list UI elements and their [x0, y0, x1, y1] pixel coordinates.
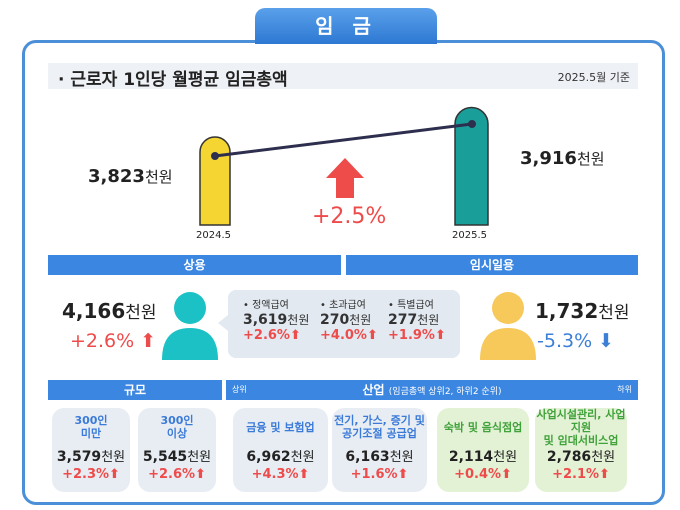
- card-change: +2.6%⬆: [148, 467, 206, 482]
- card-change: +4.3%⬆: [251, 467, 310, 482]
- pillar-2025: [454, 106, 489, 226]
- category-card: 숙박 및 음식점업 2,114천원 +0.4%⬆: [437, 408, 529, 492]
- up-arrow-icon: ⬆: [501, 467, 512, 482]
- industry-bar: 상위 산업 (임금총액 상위2, 하위2 순위) 하위: [226, 380, 638, 400]
- up-arrow-icon: ⬆: [134, 330, 157, 352]
- card-name: 금융 및 보험업: [246, 420, 315, 434]
- temporary-change: -5.3% ⬇: [537, 330, 615, 352]
- card-change: +2.3%⬆: [62, 467, 120, 482]
- temporary-person-icon: [480, 292, 536, 360]
- reference-date: 2025.5월 기준: [557, 71, 630, 84]
- regular-breakdown: [228, 290, 460, 358]
- pillar-2024: [199, 136, 231, 226]
- regular-person-icon: [162, 292, 218, 360]
- card-name: 전기, 가스, 증기 및 공기조절 공급업: [334, 414, 425, 440]
- regular-bar: 상용: [48, 255, 341, 275]
- curr-value: 3,916천원: [520, 148, 605, 169]
- regular-value: 4,166천원: [62, 299, 157, 323]
- up-arrow-icon: ⬆: [298, 467, 310, 482]
- up-arrow-icon: [326, 158, 364, 198]
- curr-label: 2025.5: [452, 230, 487, 241]
- up-arrow-icon: ⬆: [397, 467, 409, 482]
- card-name: 사업시설관리, 사업지원 및 임대서비스업: [536, 407, 626, 447]
- breakdown-overtime: • 초과급여 270천원 +4.0%⬆: [320, 300, 378, 343]
- section-title: · 근로자 1인당 월평균 임금총액: [58, 70, 288, 90]
- section-header: · 근로자 1인당 월평균 임금총액 2025.5월 기준: [48, 63, 638, 90]
- card-change: +1.6%⬆: [350, 467, 409, 482]
- card-value: 6,163천원: [345, 449, 414, 465]
- category-card: 사업시설관리, 사업지원 및 임대서비스업 2,786천원 +2.1%⬆: [535, 408, 627, 492]
- temporary-value: 1,732천원: [535, 299, 630, 323]
- up-arrow-icon: ⬆: [599, 467, 610, 482]
- comparison-graphic: [199, 106, 489, 226]
- regular-change: +2.6% ⬆: [70, 330, 157, 352]
- card-change: +0.4%⬆: [454, 467, 512, 482]
- card-value: 2,114천원: [448, 449, 518, 465]
- title-tab: 임 금: [255, 8, 437, 44]
- breakdown-special: • 특별급여 277천원 +1.9%⬆: [388, 300, 446, 343]
- prev-label: 2024.5: [196, 230, 231, 241]
- prev-value: 3,823천원: [88, 166, 173, 187]
- card-change: +2.1%⬆: [552, 467, 610, 482]
- up-arrow-icon: ⬆: [195, 467, 206, 482]
- card-name: 숙박 및 음식점업: [443, 420, 523, 434]
- total-change: +2.5%: [312, 204, 387, 229]
- card-name: 300인 미만: [74, 414, 108, 440]
- down-arrow-icon: ⬇: [592, 330, 615, 352]
- category-card: 300인 미만 3,579천원 +2.3%⬆: [52, 408, 130, 492]
- breakdown-fixed: • 정액급여 3,619천원 +2.6%⬆: [243, 300, 310, 343]
- card-value: 2,786천원: [546, 449, 616, 465]
- category-card: 전기, 가스, 증기 및 공기조절 공급업 6,163천원 +1.6%⬆: [332, 408, 427, 492]
- size-bar: 규모: [48, 380, 222, 400]
- trend-line: [214, 122, 473, 158]
- up-arrow-icon: ⬆: [109, 467, 120, 482]
- category-card: 금융 및 보험업 6,962천원 +4.3%⬆: [233, 408, 328, 492]
- category-card: 300인 이상 5,545천원 +2.6%⬆: [138, 408, 216, 492]
- card-name: 300인 이상: [160, 414, 194, 440]
- temporary-bar: 임시일용: [346, 255, 638, 275]
- card-value: 5,545천원: [142, 449, 212, 465]
- card-value: 6,962천원: [246, 449, 315, 465]
- card-value: 3,579천원: [56, 449, 126, 465]
